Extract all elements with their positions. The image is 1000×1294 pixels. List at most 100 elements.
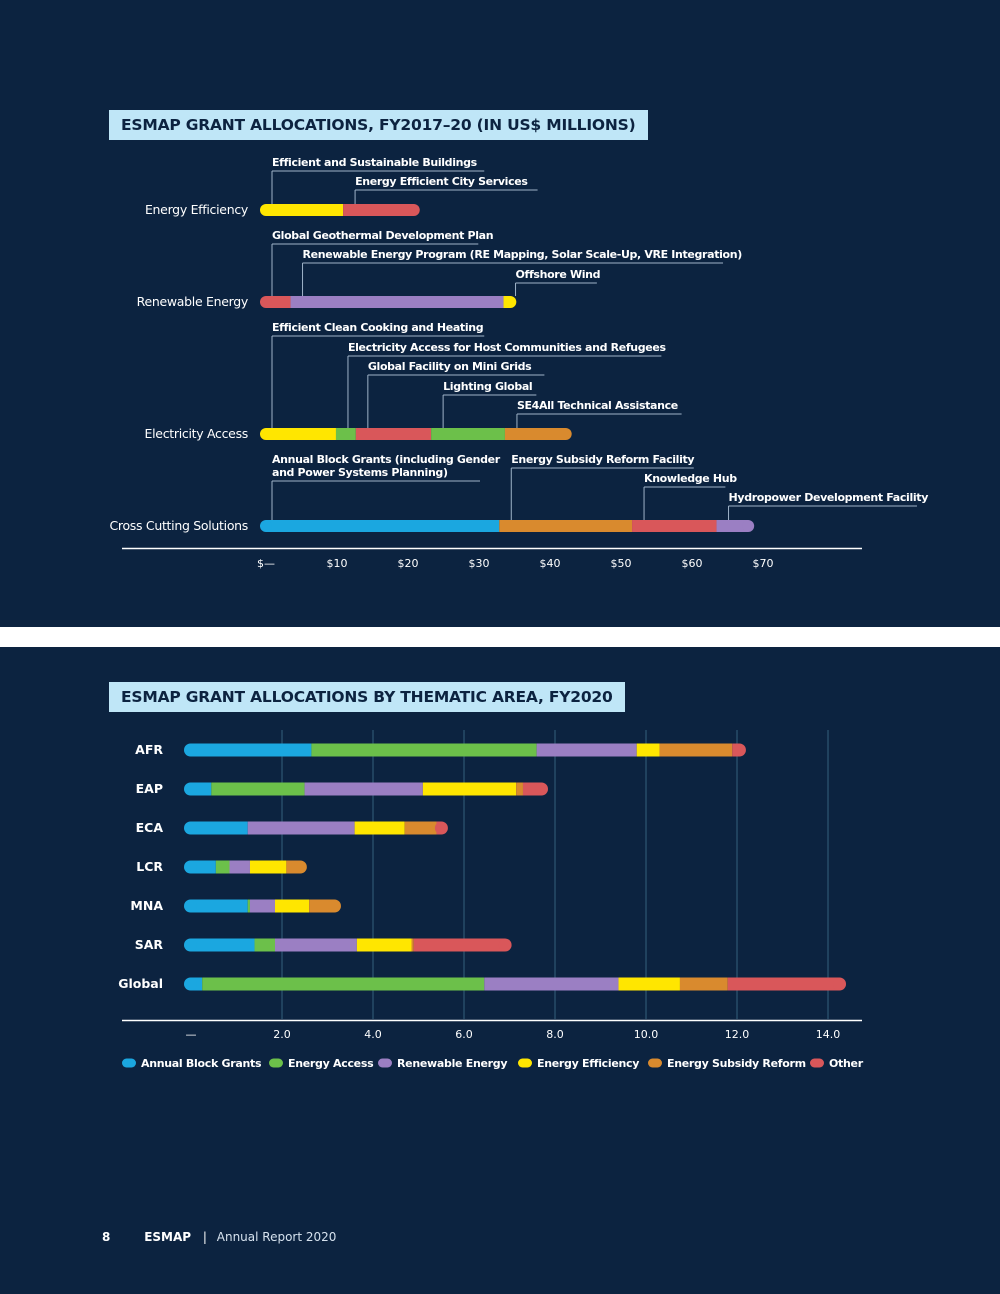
- legend-label: Energy Access: [288, 1057, 374, 1070]
- bar-segment: [275, 899, 310, 913]
- bar-segment: [636, 743, 660, 757]
- category-label: ECA: [136, 820, 164, 835]
- bar-segment: [659, 743, 733, 757]
- bar-segment: [260, 204, 344, 216]
- bar-segment: [434, 821, 448, 835]
- legend-swatch: [648, 1058, 662, 1068]
- bar-segment: [404, 821, 437, 835]
- bar-segment: [356, 938, 412, 952]
- bar-segment: [504, 428, 572, 440]
- bar-segment: [215, 860, 230, 874]
- bar-segment: [354, 821, 405, 835]
- category-label: Electricity Access: [145, 426, 248, 441]
- bar-segment: [184, 938, 255, 952]
- legend-label: Other: [829, 1057, 864, 1070]
- bar-segment: [247, 899, 250, 913]
- segment-label: Hydropower Development Facility: [729, 491, 929, 504]
- x-tick-label: 4.0: [364, 1028, 382, 1041]
- x-tick-label: —: [186, 1028, 197, 1041]
- bar-segment: [184, 782, 212, 796]
- category-label: MNA: [130, 898, 163, 913]
- segment-label: Energy Subsidy Reform Facility: [511, 453, 694, 466]
- bar-segment: [499, 520, 633, 532]
- bar-segment: [247, 821, 355, 835]
- bar-segment: [727, 977, 847, 991]
- thematic-allocations-chart: — 2.0 4.0 6.0 8.0 10.0 12.0 14.0 AFR EAP ECA LCR MNA…: [118, 730, 864, 1070]
- bar-segment: [536, 743, 637, 757]
- x-tick-label: $70: [753, 557, 774, 570]
- bar-segment: [260, 428, 336, 440]
- bar-segment: [249, 899, 275, 913]
- bar-segment: [275, 938, 357, 952]
- legend-label: Renewable Energy: [397, 1057, 507, 1070]
- x-tick-label: $50: [611, 557, 632, 570]
- category-label: EAP: [136, 781, 163, 796]
- bar-segment: [260, 296, 291, 308]
- segment-label: Global Facility on Mini Grids: [368, 360, 532, 373]
- legend-label: Annual Block Grants: [141, 1057, 262, 1070]
- segment-label: Efficient Clean Cooking and Heating: [272, 321, 483, 334]
- x-tick-label: 10.0: [634, 1028, 659, 1041]
- footer-separator: |: [202, 1230, 207, 1244]
- bar-segment: [413, 938, 512, 952]
- bar-segment: [516, 782, 523, 796]
- bar-segment: [411, 938, 414, 952]
- bar-segment: [431, 428, 505, 440]
- bar-segment: [343, 204, 420, 216]
- footer-brand: ESMAP: [144, 1230, 192, 1244]
- x-tick-label: 8.0: [546, 1028, 564, 1041]
- bar-segment: [184, 743, 312, 757]
- segment-label: Lighting Global: [443, 380, 532, 393]
- x-tick-label: 14.0: [816, 1028, 841, 1041]
- bar-segment: [286, 860, 307, 874]
- bar-segment: [304, 782, 423, 796]
- bar-segment: [260, 520, 500, 532]
- bar-segment: [716, 520, 755, 532]
- category-label: Cross Cutting Solutions: [109, 518, 248, 533]
- bar-segment: [254, 938, 275, 952]
- chart-title: ESMAP GRANT ALLOCATIONS, FY2017–20 (IN U…: [109, 110, 648, 140]
- page-footer: 8 ESMAP | Annual Report 2020: [102, 1230, 336, 1244]
- segment-label: Offshore Wind: [516, 268, 601, 281]
- legend-label: Energy Subsidy Reform: [667, 1057, 806, 1070]
- section-divider: [0, 627, 1000, 647]
- bar-segment: [679, 977, 728, 991]
- segment-label: Electricity Access for Host Communities …: [348, 341, 667, 354]
- x-tick-label: 2.0: [273, 1028, 291, 1041]
- category-label: LCR: [136, 859, 163, 874]
- x-tick-label: 12.0: [725, 1028, 750, 1041]
- x-tick-label: $10: [327, 557, 348, 570]
- category-label: AFR: [135, 742, 163, 757]
- segment-label: Renewable Energy Program (RE Mapping, So…: [303, 248, 743, 261]
- segment-label: Efficient and Sustainable Buildings: [272, 156, 478, 169]
- bar-segment: [184, 860, 216, 874]
- page-number: 8: [102, 1230, 111, 1244]
- legend-swatch: [269, 1058, 283, 1068]
- bar-segment: [290, 296, 504, 308]
- bar-segment: [184, 821, 248, 835]
- legend-label: Energy Efficiency: [537, 1057, 639, 1070]
- bar-segment: [732, 743, 746, 757]
- chart-title: ESMAP GRANT ALLOCATIONS BY THEMATIC AREA…: [109, 682, 625, 712]
- bar-segment: [229, 860, 250, 874]
- bar-segment: [618, 977, 680, 991]
- x-tick-label: 6.0: [455, 1028, 473, 1041]
- bar-segment: [311, 743, 537, 757]
- bar-segment: [503, 296, 517, 308]
- bar-segment: [355, 428, 432, 440]
- category-label: SAR: [135, 937, 164, 952]
- chart-panel-top: ESMAP GRANT ALLOCATIONS, FY2017–20 (IN U…: [0, 0, 1000, 627]
- segment-label: Annual Block Grants (including Gender: [272, 453, 501, 466]
- bar-segment: [309, 899, 341, 913]
- bar-segment: [184, 977, 203, 991]
- segment-label: and Power Systems Planning): [272, 466, 448, 479]
- bar-segment: [422, 782, 517, 796]
- x-tick-label: $—: [257, 557, 275, 570]
- bar-segment: [202, 977, 485, 991]
- category-label: Renewable Energy: [137, 294, 249, 309]
- bar-segment: [632, 520, 717, 532]
- x-tick-label: $40: [540, 557, 561, 570]
- x-tick-label: $30: [469, 557, 490, 570]
- legend-swatch: [378, 1058, 392, 1068]
